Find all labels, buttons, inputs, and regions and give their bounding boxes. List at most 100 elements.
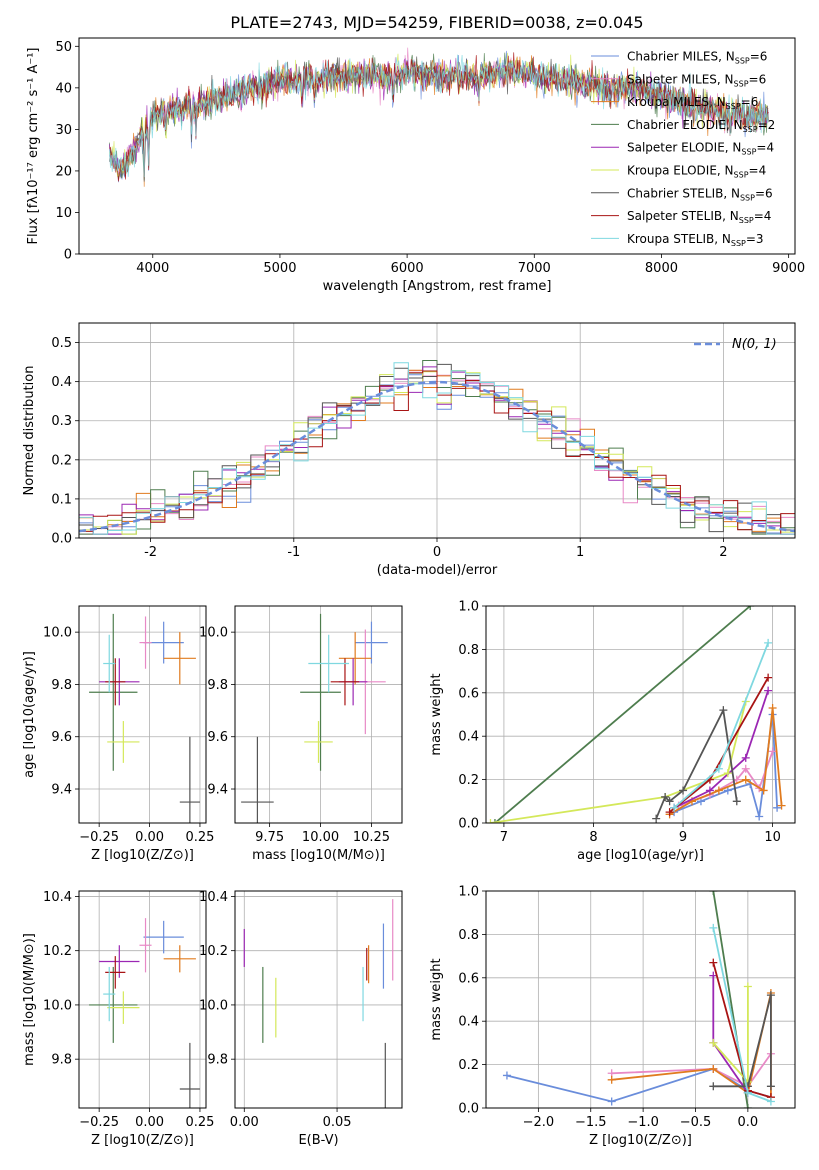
axes-frame <box>234 890 403 1109</box>
y-tick-label: 50 <box>55 40 72 55</box>
x-tick-label: 4000 <box>136 261 169 276</box>
legend-label: Chabrier ELODIE, NSSP=2 <box>627 118 775 134</box>
axes-frame <box>78 37 796 255</box>
axes-frame <box>78 605 207 824</box>
y-tick-label: 10.0 <box>199 998 228 1013</box>
x-axis-label: Z [log10(Z/Z⊙)] <box>589 1133 692 1148</box>
y-tick-label: 9.4 <box>51 783 72 798</box>
y-tick-label: 0 <box>64 248 72 263</box>
x-tick-label: 0.25 <box>185 830 214 845</box>
plot-area-mass_vs_ebv <box>235 891 402 1108</box>
x-tick-label: −1.0 <box>627 1115 659 1130</box>
y-tick-label: 0.3 <box>51 414 72 429</box>
y-tick-label: 9.6 <box>51 730 72 745</box>
weight-line <box>506 1067 772 1103</box>
axes-frame <box>78 322 796 539</box>
weight-marker <box>665 797 674 806</box>
errorbar-point <box>139 918 152 973</box>
plot-area-age_vs_mass <box>235 606 402 823</box>
y-tick-label: 0.2 <box>51 453 72 468</box>
y-tick-label: 9.8 <box>207 678 228 693</box>
weight-line <box>673 642 769 809</box>
y-tick-label: 9.4 <box>207 783 228 798</box>
errorbar-point <box>304 721 333 763</box>
x-tick-label: 7 <box>500 830 508 845</box>
y-tick-label: 10.2 <box>43 944 72 959</box>
x-tick-label: 10.25 <box>353 830 390 845</box>
weight-marker <box>768 747 777 756</box>
axes-frame <box>234 605 403 824</box>
y-tick-label: 0.4 <box>458 1015 479 1030</box>
y-tick-label: 0.2 <box>458 1058 479 1073</box>
weight-marker <box>709 923 718 932</box>
weight-marker <box>486 819 495 823</box>
errorbar-point <box>89 966 138 1043</box>
x-tick-label: 7000 <box>518 261 551 276</box>
spectrum-line <box>109 54 769 178</box>
x-tick-label: 0.00 <box>135 1115 164 1130</box>
y-tick-label: 20 <box>55 164 72 179</box>
plot-area-mass_vs_Z <box>79 891 206 1108</box>
legend-n-ssp: 6 <box>765 186 773 200</box>
errorbar-point <box>300 613 341 771</box>
y-tick-label: 0.0 <box>51 532 72 547</box>
y-tick-label: 9.6 <box>207 730 228 745</box>
legend-series-name: Salpeter MILES <box>627 72 717 86</box>
y-tick-label: 1.0 <box>458 600 479 615</box>
weight-marker <box>709 1082 718 1091</box>
figure-title: PLATE=2743, MJD=54259, FIBERID=0038, z=0… <box>230 13 643 32</box>
panel-spectrum: 4000 5000 6000 7000 8000 9000 0 10 20 30 40 50 wavel… <box>26 37 805 294</box>
x-tick-label: 0.00 <box>135 830 164 845</box>
x-tick-label: 0.05 <box>323 1115 352 1130</box>
panel-massweight_vs_age: 7 8 9 10 0.0 0.2 0.4 0.6 0.8 1.0 age [log10(age/yr… <box>429 600 796 863</box>
y-tick-label: 0.2 <box>458 773 479 788</box>
x-tick-label: 2 <box>719 545 727 560</box>
panel-residuals: -2 -1 0 1 2 0.0 0.1 0.2 0.3 0.4 0.5 (data-model)/er… <box>22 322 796 578</box>
errorbar-point <box>105 658 126 706</box>
errorbar-point <box>179 736 200 823</box>
x-tick-label: 0.0 <box>738 1115 759 1130</box>
y-tick-label: 0.4 <box>51 375 72 390</box>
weight-marker <box>764 638 773 647</box>
legend-n-ssp: 4 <box>759 164 767 178</box>
errorbar-point <box>179 1042 200 1108</box>
legend-series-name: Kroupa STELIB <box>627 232 714 246</box>
y-axis-label: mass [log10(M/M⊙)] <box>22 933 37 1066</box>
y-tick-label: 40 <box>55 81 72 96</box>
weight-marker <box>759 786 768 795</box>
y-tick-label: 0.6 <box>458 686 479 701</box>
weight-marker <box>607 1075 616 1084</box>
y-axis-label: age [log10(age/yr)] <box>22 651 37 778</box>
y-tick-label: 10.2 <box>199 944 228 959</box>
x-tick-label: 6000 <box>391 261 424 276</box>
errorbar-point <box>107 991 140 1024</box>
weight-marker <box>502 1071 511 1080</box>
y-tick-label: 10.4 <box>43 890 72 905</box>
legend-label: N(0, 1) <box>732 337 777 352</box>
plot-area-age_vs_Z <box>79 606 206 823</box>
legend-n-ssp: 2 <box>768 118 776 132</box>
x-tick-label: 0 <box>433 545 441 560</box>
histogram-step <box>79 370 795 535</box>
legend-n-ssp: 6 <box>751 95 759 109</box>
legend-series-name: Chabrier MILES <box>627 50 718 64</box>
weight-marker <box>714 764 723 773</box>
panel-age_vs_Z: −0.25 0.00 0.25 9.4 9.6 9.8 10.0 Z [log10(Z/Z⊙)… <box>22 605 214 863</box>
errorbar-point <box>105 956 126 989</box>
legend-series-name: Chabrier STELIB <box>627 186 723 200</box>
weight-marker <box>661 792 670 801</box>
y-tick-label: 10.0 <box>43 998 72 1013</box>
legend-n-ssp: 3 <box>756 232 764 246</box>
x-tick-label: 1 <box>576 545 584 560</box>
histogram-step <box>79 366 795 535</box>
errorbar-point <box>163 632 196 685</box>
y-axis-label: Flux [fλ10⁻¹⁷ erg cm⁻² s⁻¹ A⁻¹] <box>26 48 41 245</box>
axes-frame <box>78 890 207 1109</box>
y-tick-label: 0.0 <box>458 817 479 832</box>
weight-marker <box>709 891 718 895</box>
legend-n-ssp: 4 <box>764 209 772 223</box>
errorbar-point <box>89 613 138 771</box>
x-tick-label: 5000 <box>263 261 296 276</box>
x-tick-label: −1.5 <box>575 1115 607 1130</box>
